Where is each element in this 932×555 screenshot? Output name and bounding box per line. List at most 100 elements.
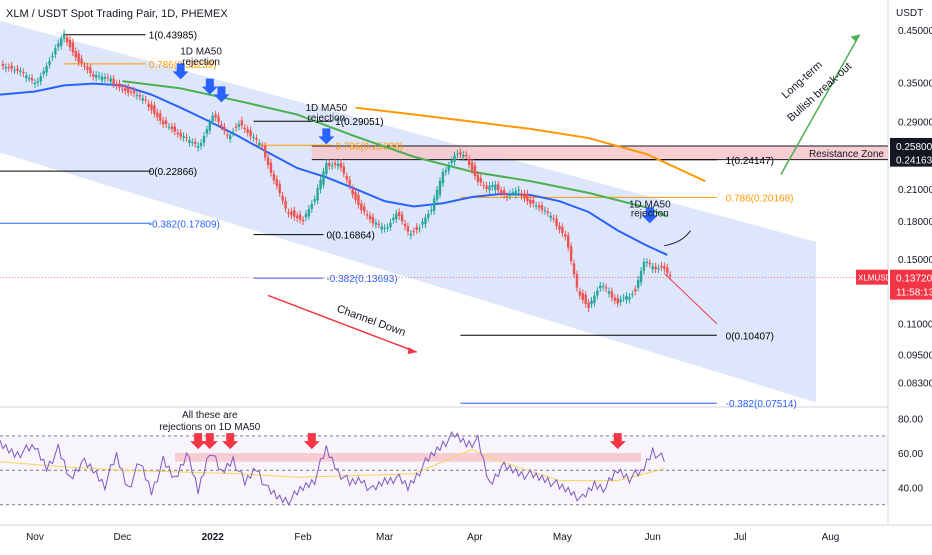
price-candle-body [194,141,197,144]
price-candle-body [532,199,535,204]
price-candle-body [92,74,95,77]
price-candle-body [68,39,72,48]
price-candle-body [523,193,526,199]
projection-down-arrow [664,273,718,325]
price-candle-body [208,122,212,131]
rsi-rejection-arrow [222,433,239,450]
price-candle-body [211,115,214,122]
price-candle-body [281,195,284,201]
price-candle-body [421,221,424,225]
price-candle-body [558,225,561,230]
annotation-label: 1D MA50 [306,103,348,114]
price-candle-body [25,75,28,79]
annotation-label: 1D MA50 [629,200,671,211]
fib-level-label: 0.786(0.20168) [726,193,794,204]
price-candle-body [243,127,246,130]
price-candle-body [424,217,427,225]
price-candle-body [45,66,48,73]
price-candle-body [587,302,590,309]
symbol-badge-label: XLMUSDT [858,274,896,283]
price-candle-body [290,211,293,216]
rsi-line [0,430,665,506]
price-candle-body [234,126,238,128]
price-candle-body [383,228,386,230]
price-axis-tick: 0.18000 [898,217,932,228]
price-candle-body [223,126,226,131]
price-candle-body [648,263,652,265]
price-candle-body [179,132,182,137]
price-candle-body [240,120,244,126]
price-candle-body [293,210,296,217]
price-candle-body [511,192,515,194]
price-candle-body [161,120,165,125]
price-candle-body [412,231,415,233]
price-candle-body [584,294,587,304]
price-candle-body [167,126,171,128]
price-candle-body [406,226,410,232]
time-axis-tick: Feb [294,532,312,543]
price-candle-body [22,71,25,74]
price-candle-body [529,199,532,204]
price-candle-body [263,145,267,158]
price-candle-body [231,131,235,133]
price-candle-body [342,166,346,174]
price-candle-body [118,83,121,88]
annotation-label: 1D MA50 [180,47,222,58]
price-candle-body [482,184,485,186]
price-candle-body [301,219,305,222]
price-candle-body [147,103,150,108]
price-axis-tick: 0.11000 [898,320,932,331]
price-candle-body [313,199,316,202]
price-candle-body [657,268,660,270]
price-candle-body [185,137,188,139]
price-candle-body [599,285,602,289]
price-candle-body [255,138,258,140]
price-candle-body [100,76,104,81]
price-candle-body [447,165,450,171]
price-candle-body [357,194,360,205]
price-candle-body [555,218,558,226]
resistance-price-badge-label: 0.24163 [896,156,932,167]
price-candle-body [217,116,220,123]
price-candle-body [199,142,203,146]
resistance-price-badge [890,151,932,167]
price-candle-body [258,142,261,145]
price-candle-body [138,95,142,97]
price-candle-body [514,190,517,195]
price-candle-body [616,298,619,304]
price-candle-body [502,190,506,195]
price-candle-body [441,172,445,184]
price-candle-body [269,162,273,173]
price-candle-body [325,162,328,174]
price-candle-body [663,266,666,269]
price-candle-body [106,77,110,79]
price-candle-body [660,265,663,268]
rsi-rejection-arrow [201,433,218,450]
price-candle-body [156,112,159,118]
annotation-label: rejection [307,113,345,124]
price-candle-body [459,152,462,155]
price-candle-body [164,120,168,125]
price-candle-body [389,222,392,228]
price-candle-body [16,68,19,71]
price-candle-body [491,185,494,187]
time-axis-tick: Apr [467,532,483,543]
price-candle-body [575,274,579,288]
price-candle-body [132,90,136,94]
price-candle-body [485,185,488,189]
price-candle-body [374,222,378,225]
price-candle-body [590,300,593,305]
price-candle-body [348,179,351,186]
price-axis-tick: 0.29000 [898,118,932,129]
price-candle-body [462,154,465,157]
price-axis-unit: USDT [896,8,923,19]
price-candle-body [368,215,372,220]
price-candle-body [328,162,331,167]
price-candle-body [365,214,369,216]
price-candle-body [488,185,491,191]
resistance-zone-label: Resistance Zone [809,149,884,160]
price-candle-body [246,129,249,133]
price-candle-body [336,164,340,166]
